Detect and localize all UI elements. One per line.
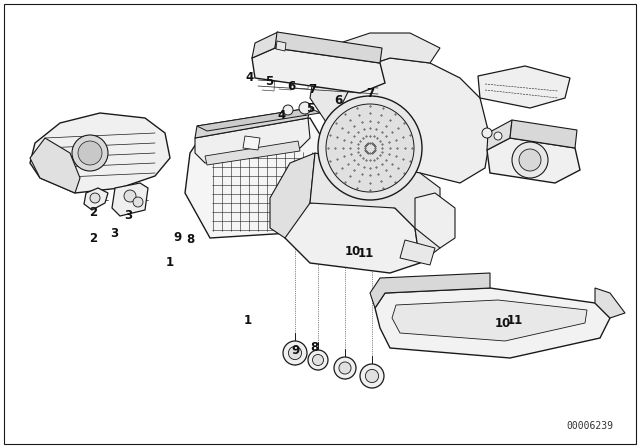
Text: 11: 11 [507,314,523,327]
Text: 6: 6 [287,79,295,93]
Text: 10: 10 [345,245,362,258]
Text: 6: 6 [334,94,342,107]
Text: 5: 5 [265,75,273,88]
Text: 3: 3 [124,209,132,223]
Circle shape [289,346,301,360]
Polygon shape [487,138,580,183]
Polygon shape [30,113,170,193]
Circle shape [299,102,311,114]
Circle shape [78,141,102,165]
Circle shape [519,149,541,171]
Text: 11: 11 [358,246,374,260]
Text: 2: 2 [89,206,97,220]
Text: 5: 5 [306,102,314,115]
Polygon shape [595,288,625,318]
Polygon shape [310,153,440,263]
Circle shape [308,350,328,370]
Circle shape [283,341,307,365]
Circle shape [494,132,502,140]
Polygon shape [197,108,320,131]
Polygon shape [84,188,108,210]
Polygon shape [392,300,587,341]
Circle shape [312,354,323,366]
Polygon shape [375,288,610,358]
Circle shape [482,128,492,138]
Polygon shape [243,136,260,150]
Polygon shape [310,33,440,128]
Polygon shape [370,273,490,308]
Circle shape [283,105,293,115]
Circle shape [90,193,100,203]
Polygon shape [195,108,310,138]
Text: 8: 8 [310,340,318,353]
Polygon shape [510,120,577,148]
Circle shape [339,362,351,374]
Text: 9: 9 [291,344,299,357]
Circle shape [512,142,548,178]
Polygon shape [275,32,382,63]
Polygon shape [30,138,80,193]
Text: 8: 8 [187,233,195,246]
Text: 9: 9 [174,231,182,244]
Polygon shape [290,218,345,238]
Polygon shape [185,118,340,238]
Polygon shape [270,58,490,198]
Text: 4: 4 [278,108,286,121]
Polygon shape [415,193,455,248]
Circle shape [318,96,422,200]
Circle shape [326,104,414,192]
Text: 2: 2 [89,232,97,245]
Polygon shape [487,120,512,150]
Polygon shape [252,48,385,93]
Polygon shape [252,32,278,58]
Circle shape [334,357,356,379]
Circle shape [360,364,384,388]
Text: 1: 1 [244,314,252,327]
Circle shape [365,370,379,383]
Text: 7: 7 [308,83,316,96]
Text: 1: 1 [166,255,173,269]
Text: 00006239: 00006239 [566,421,614,431]
Polygon shape [330,168,355,223]
Text: 7: 7 [366,86,374,99]
Circle shape [124,190,136,202]
Polygon shape [276,41,286,51]
Circle shape [133,197,143,207]
Polygon shape [400,240,435,265]
Text: 3: 3 [110,227,118,240]
Polygon shape [195,118,310,163]
Circle shape [72,135,108,171]
Text: 10: 10 [495,316,511,329]
Polygon shape [205,141,300,165]
Polygon shape [270,153,315,238]
Polygon shape [285,198,420,273]
Polygon shape [478,66,570,108]
Polygon shape [112,183,148,216]
Text: 4: 4 [246,70,253,84]
